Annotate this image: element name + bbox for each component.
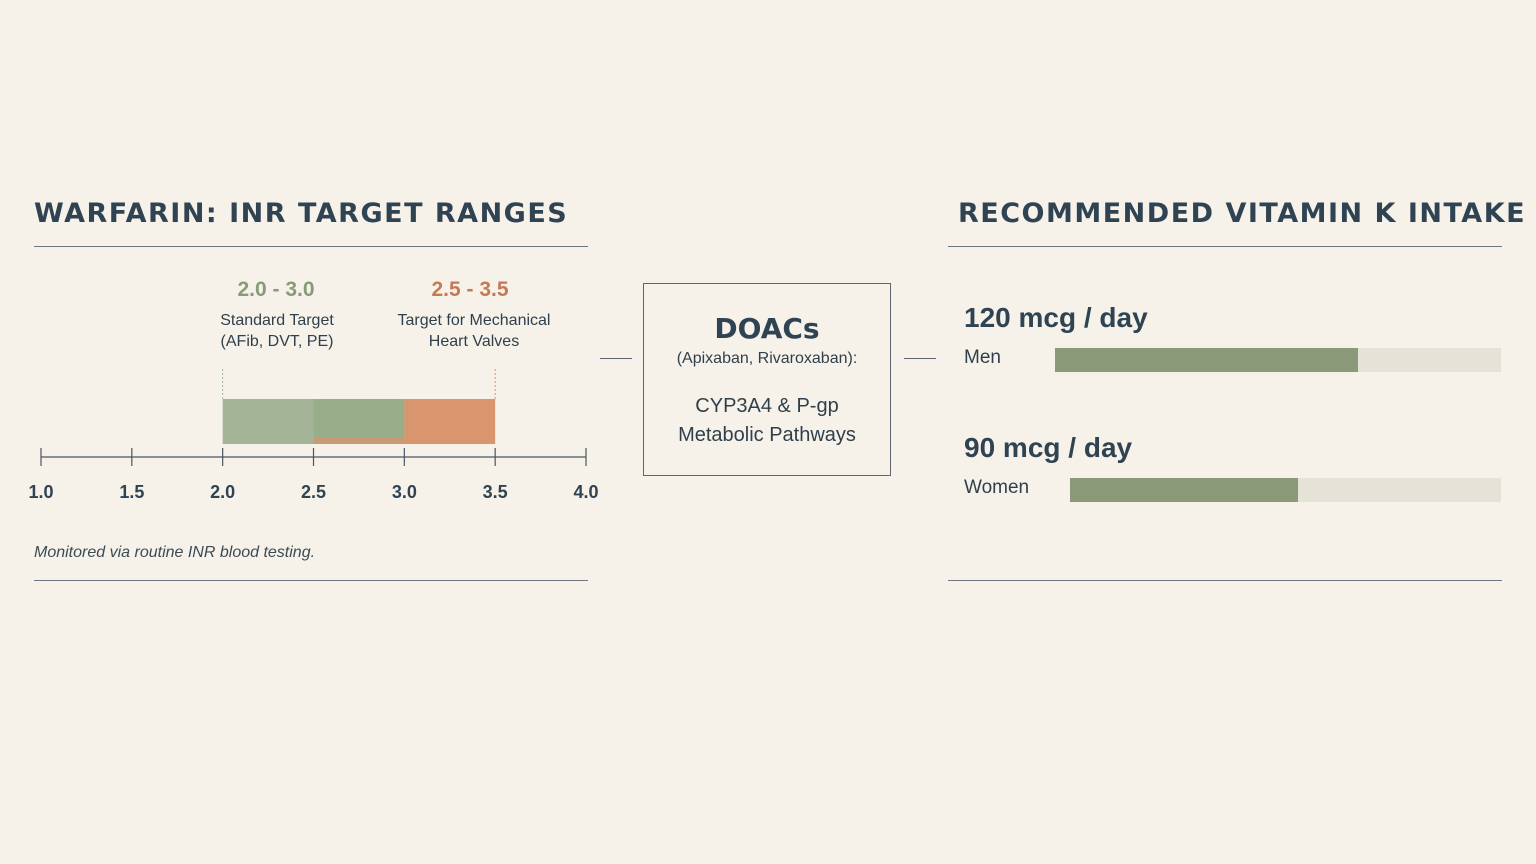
- inr-tick-label: 2.0: [210, 482, 235, 502]
- standard-range-desc-line2: (AFib, DVT, PE): [220, 333, 334, 350]
- inr-tick-label: 1.5: [119, 482, 144, 502]
- doacs-box: DOACs (Apixaban, Rivaroxaban): CYP3A4 & …: [643, 283, 891, 476]
- mechanical-range-desc-line2: Heart Valves: [428, 333, 520, 350]
- vitamin-k-section-title: RECOMMENDED VITAMIN K INTAKE: [958, 198, 1527, 229]
- mechanical-range-desc-line1: Target for Mechanical: [397, 312, 551, 329]
- warfarin-title-rule: [34, 246, 588, 247]
- warfarin-section-title: WARFARIN: INR TARGET RANGES: [34, 198, 569, 229]
- men-intake-label: Men: [964, 347, 1001, 368]
- overlap-underline-bar: [313, 438, 405, 444]
- doacs-pathway-line2: Metabolic Pathways: [678, 424, 856, 446]
- women-intake-bar: [1070, 478, 1299, 502]
- men-intake-bar: [1055, 348, 1359, 372]
- inr-tick-label: 3.5: [483, 482, 508, 502]
- vitamin-k-title-rule: [948, 246, 1502, 247]
- range-overlap-bar: [313, 399, 405, 444]
- standard-range-desc-line1: Standard Target: [220, 312, 334, 329]
- doacs-metabolic-pathways: CYP3A4 & P-gp Metabolic Pathways: [644, 392, 890, 450]
- inr-tick-label: 2.5: [301, 482, 326, 502]
- right-connector-line: [904, 358, 936, 359]
- left-connector-line: [600, 358, 632, 359]
- women-intake-track: [1070, 478, 1501, 502]
- men-intake-track: [1055, 348, 1501, 372]
- inr-tick-label: 4.0: [573, 482, 598, 502]
- doacs-pathway-line1: CYP3A4 & P-gp: [695, 395, 839, 417]
- inr-tick-label: 1.0: [28, 482, 53, 502]
- women-intake-label: Women: [964, 477, 1030, 498]
- standard-range-desc: Standard Target (AFib, DVT, PE): [220, 310, 334, 352]
- mechanical-range-value: 2.5 - 3.5: [431, 278, 509, 301]
- doacs-title: DOACs: [714, 312, 820, 345]
- men-intake-value: 120 mcg / day: [964, 302, 1148, 333]
- inr-tick-label: 3.0: [392, 482, 417, 502]
- vitamin-k-bottom-rule: [948, 580, 1502, 581]
- mechanical-range-desc: Target for Mechanical Heart Valves: [398, 310, 551, 352]
- doacs-drug-list: (Apixaban, Rivaroxaban):: [676, 350, 858, 367]
- inr-monitoring-note: Monitored via routine INR blood testing.: [34, 544, 316, 561]
- women-intake-value: 90 mcg / day: [964, 432, 1133, 463]
- standard-range-value: 2.0 - 3.0: [237, 278, 315, 301]
- mechanical-range-bar: [404, 399, 496, 444]
- warfarin-bottom-rule: [34, 580, 588, 581]
- inr-range-chart: 1.0 1.5 2.0 2.5 3.0 3.5 4.0: [28, 369, 599, 502]
